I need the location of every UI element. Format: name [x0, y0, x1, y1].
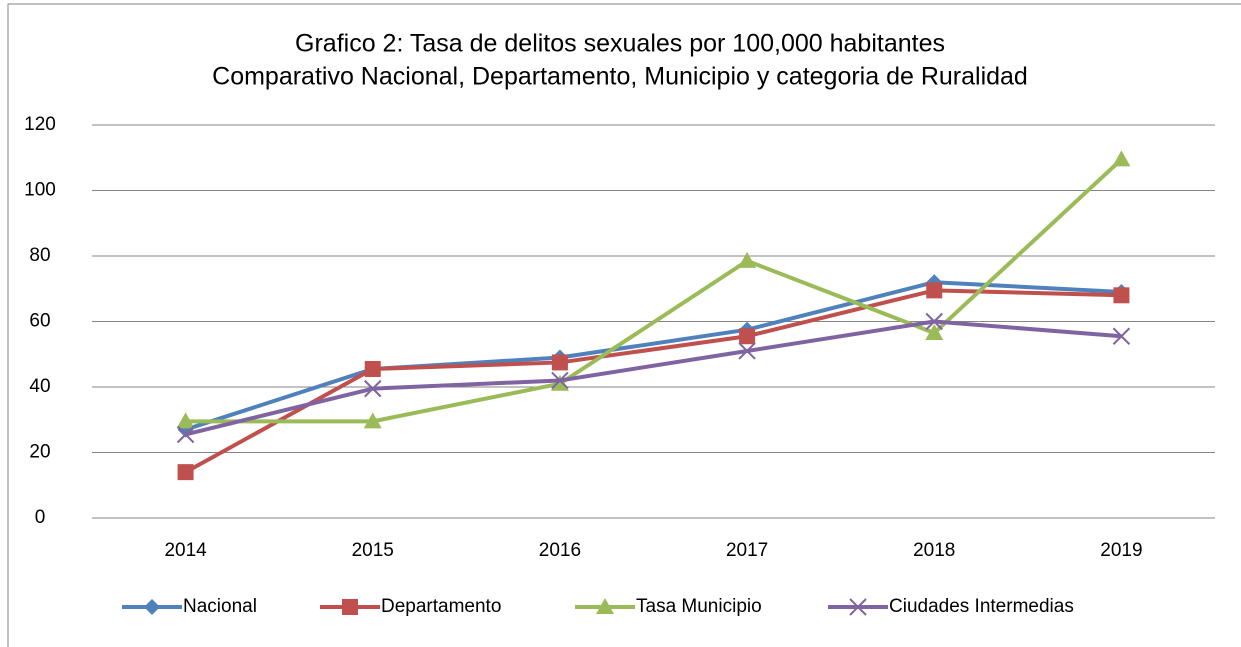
data-point [176, 425, 195, 444]
y-tick-label: 100 [24, 180, 56, 201]
series-line [185, 157, 1123, 424]
y-tick-label: 40 [29, 376, 50, 397]
chart-title: Grafico 2: Tasa de delitos sexuales por … [295, 30, 945, 58]
series-line [184, 280, 1122, 432]
x-tick-label: 2018 [913, 540, 955, 561]
chart-subtitle: Comparativo Nacional, Departamento, Muni… [212, 63, 1028, 91]
data-point [738, 342, 756, 360]
legend-marker [144, 599, 160, 615]
data-point [551, 371, 569, 390]
data-point [364, 360, 381, 377]
data-point [738, 251, 757, 268]
data-point [551, 354, 568, 371]
legend-marker [342, 599, 358, 615]
x-tick-label: 2017 [726, 540, 768, 561]
y-tick-label: 120 [24, 114, 56, 135]
legend-label: Nacional [183, 596, 257, 617]
x-tick-label: 2016 [539, 540, 581, 561]
x-tick-label: 2015 [352, 540, 394, 561]
data-point [176, 412, 195, 429]
data-point [926, 282, 943, 299]
data-point [363, 412, 382, 429]
legend-label: Tasa Municipio [636, 596, 762, 617]
legend-label: Ciudades Intermedias [889, 596, 1074, 617]
y-tick-label: 20 [29, 442, 50, 463]
x-tick-label: 2019 [1100, 540, 1142, 561]
x-tick-label: 2014 [164, 540, 207, 561]
series-line [185, 319, 1122, 437]
chart-frame [7, 3, 1241, 647]
y-tick-label: 60 [29, 311, 50, 332]
data-point [1112, 327, 1131, 345]
data-point [550, 374, 569, 391]
y-tick-label: 0 [35, 507, 46, 528]
legend-marker [596, 598, 614, 614]
data-point [925, 323, 944, 340]
data-point [177, 464, 194, 481]
legend-label: Departamento [381, 596, 501, 617]
legend-marker [849, 598, 867, 616]
data-point [739, 328, 756, 345]
series-line [184, 288, 1122, 474]
data-point [925, 312, 943, 331]
data-point [364, 379, 382, 398]
y-tick-label: 80 [29, 245, 50, 266]
data-point [1113, 287, 1130, 304]
data-point [1112, 150, 1131, 167]
